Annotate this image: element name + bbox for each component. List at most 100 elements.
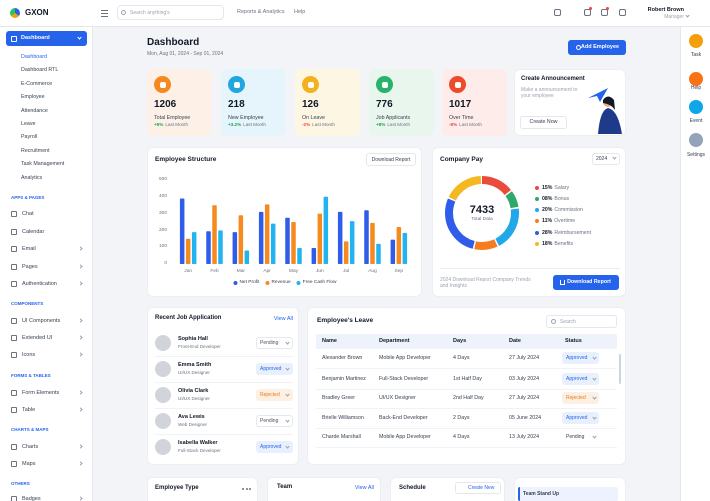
column-header: Status (565, 338, 582, 345)
nav-icon (11, 264, 17, 270)
nav-item[interactable]: Table (22, 406, 36, 413)
nav-item[interactable]: Charts (22, 443, 39, 450)
nav-sub-item[interactable]: Attendance (21, 107, 48, 114)
nav-section-title: COMPONENTS (11, 301, 44, 307)
bar (232, 232, 238, 264)
create-new-button[interactable] (455, 482, 501, 494)
applicant-name: Emma Smith (178, 362, 212, 369)
status-select[interactable] (256, 389, 293, 401)
search-box[interactable] (546, 315, 617, 328)
change-value: +5% (154, 122, 164, 127)
status-select[interactable] (256, 337, 293, 349)
header-icon[interactable] (584, 9, 591, 16)
header-icon[interactable] (601, 9, 608, 16)
top-link[interactable]: Help (294, 9, 306, 16)
applicant-role: UI/UX Designer (178, 395, 210, 401)
table-cell: 05 June 2024 (509, 414, 542, 421)
nav-sub-item[interactable]: Dashboard (21, 53, 47, 60)
nav-sub-item[interactable]: Dashboard RTL (21, 66, 59, 73)
create-now-button[interactable] (520, 116, 567, 129)
stat-icon-glyph (307, 81, 314, 88)
legend-swatch (233, 280, 238, 285)
nav-item[interactable]: Email (22, 245, 36, 252)
add-employee-button[interactable] (568, 40, 626, 55)
rail-icon[interactable] (689, 72, 703, 86)
applicant-name: Isabella Walker (178, 440, 218, 447)
table-cell: Full-Stack Developer (379, 375, 429, 382)
table-cell: 03 July 2024 (509, 375, 540, 382)
status-select[interactable] (562, 431, 599, 443)
schedule-card (390, 477, 505, 501)
status-select[interactable] (256, 415, 293, 427)
row-divider (155, 408, 293, 409)
nav-item[interactable]: Maps (22, 460, 36, 467)
status-select[interactable] (562, 412, 599, 424)
row-divider (316, 427, 617, 429)
nav-item[interactable]: Badges (22, 495, 41, 501)
bar (206, 231, 211, 264)
search-box[interactable] (117, 5, 224, 20)
nav-sub-item[interactable]: Analytics (21, 174, 43, 181)
nav-item[interactable]: Calendar (22, 228, 45, 235)
rail-label[interactable]: Help (690, 85, 702, 91)
rail-label[interactable]: Event (689, 118, 703, 124)
row-divider (316, 407, 617, 409)
nav-item[interactable]: Form Elements (22, 389, 60, 396)
rail-icon[interactable] (689, 34, 703, 48)
nav-item[interactable]: Authentication (22, 280, 57, 287)
download-report-button[interactable] (366, 153, 416, 166)
status-label: Rejected (260, 392, 280, 398)
row-divider (155, 434, 293, 435)
nav-item[interactable]: Chat (22, 210, 34, 217)
chart-title: Company Pay (440, 156, 483, 164)
status-select[interactable] (562, 392, 599, 404)
applicant-role: Front-End Developer (178, 343, 221, 349)
header-icon[interactable] (554, 9, 561, 16)
more-icon (249, 488, 251, 490)
top-link[interactable]: Reports & Analytics (237, 9, 285, 16)
stat-icon-glyph (381, 81, 388, 88)
stat-icon-glyph (454, 81, 461, 88)
legend-item: 11% Overtime (535, 218, 575, 225)
rail-label[interactable]: Settings (686, 152, 706, 158)
status-select[interactable] (562, 373, 599, 385)
status-select[interactable] (256, 441, 293, 453)
legend-item: 15% Salary (535, 185, 569, 192)
status-select[interactable] (256, 363, 293, 375)
rail-icon[interactable] (689, 100, 703, 114)
nav-sub-item[interactable]: Employee (21, 93, 45, 100)
nav-sub-item[interactable]: Recruitment (21, 147, 50, 154)
header-icon[interactable] (619, 9, 626, 16)
nav-sub-item[interactable]: Payroll (21, 133, 38, 140)
stat-label: Job Applicants (376, 114, 411, 121)
logo-icon (10, 8, 20, 18)
y-tick-label: 400 (158, 193, 167, 199)
bar (390, 239, 396, 264)
nav-sub-item[interactable]: E-Commerce (21, 80, 53, 87)
legend-label: Reimbursement (554, 229, 592, 236)
footnote: 2024 Download Report Company Trends and … (440, 277, 531, 289)
nav-item[interactable]: UI Components (22, 317, 61, 324)
rail-label[interactable]: Task (690, 52, 702, 58)
avatar (155, 439, 171, 455)
row-divider (155, 382, 293, 383)
nav-item[interactable]: Pages (22, 263, 38, 270)
view-all-link[interactable]: View All (354, 484, 374, 491)
view-all-link[interactable]: View All (273, 315, 293, 322)
nav-active[interactable] (6, 31, 87, 46)
nav-sub-item[interactable]: Task Management (21, 160, 65, 167)
nav-item[interactable]: Icons (22, 351, 36, 358)
bar (264, 204, 270, 264)
rail-icon[interactable] (689, 133, 703, 147)
nav-sub-item[interactable]: Leave (21, 120, 36, 127)
bar (364, 210, 369, 264)
legend-label: Benefits (554, 240, 574, 247)
status-select[interactable] (562, 352, 599, 364)
applicant-role: UI/UX Designer (178, 369, 210, 375)
year-select[interactable] (592, 153, 620, 165)
bar (323, 196, 329, 264)
change-value: +8% (376, 122, 386, 127)
download-report-button[interactable] (553, 275, 619, 290)
nav-item[interactable]: Extended UI (22, 334, 53, 341)
